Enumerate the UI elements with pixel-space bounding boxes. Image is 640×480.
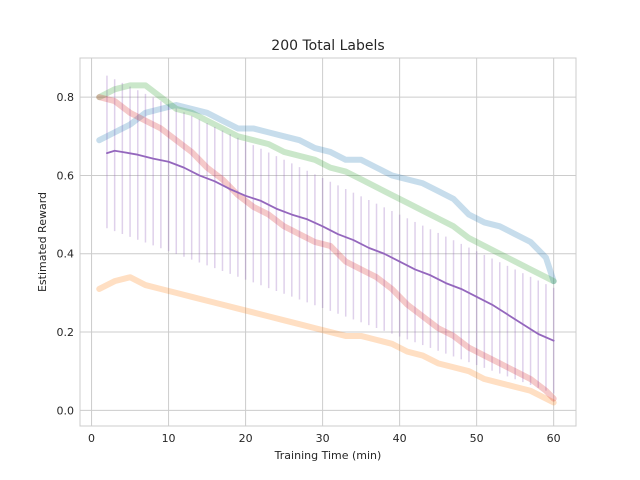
series-line-2 xyxy=(96,82,557,285)
x-tick-label: 10 xyxy=(162,432,176,445)
x-tick-label: 30 xyxy=(316,432,330,445)
grid xyxy=(80,58,576,426)
y-tick-label: 0.0 xyxy=(57,404,75,417)
axes-frame xyxy=(79,57,577,427)
y-ticks: 0.0 0.2 0.4 0.6 0.8 xyxy=(57,91,75,417)
series-line-4 xyxy=(106,149,555,342)
plot-area xyxy=(96,75,557,406)
x-tick-label: 60 xyxy=(547,432,561,445)
y-tick-label: 0.6 xyxy=(57,169,75,182)
x-tick-label: 50 xyxy=(470,432,484,445)
y-tick-label: 0.2 xyxy=(57,326,75,339)
x-tick-label: 0 xyxy=(88,432,95,445)
series-line-1 xyxy=(96,274,557,406)
series-line-3 xyxy=(96,94,557,402)
series-line-0 xyxy=(96,101,557,285)
y-tick-label: 0.8 xyxy=(57,91,75,104)
y-tick-label: 0.4 xyxy=(57,248,75,261)
x-axis-label: Training Time (min) xyxy=(274,449,382,462)
x-ticks: 0 10 20 30 40 50 60 xyxy=(88,432,561,445)
x-tick-label: 40 xyxy=(393,432,407,445)
y-axis-label: Estimated Reward xyxy=(36,192,49,292)
chart-title: 200 Total Labels xyxy=(271,38,384,54)
x-tick-label: 20 xyxy=(239,432,253,445)
